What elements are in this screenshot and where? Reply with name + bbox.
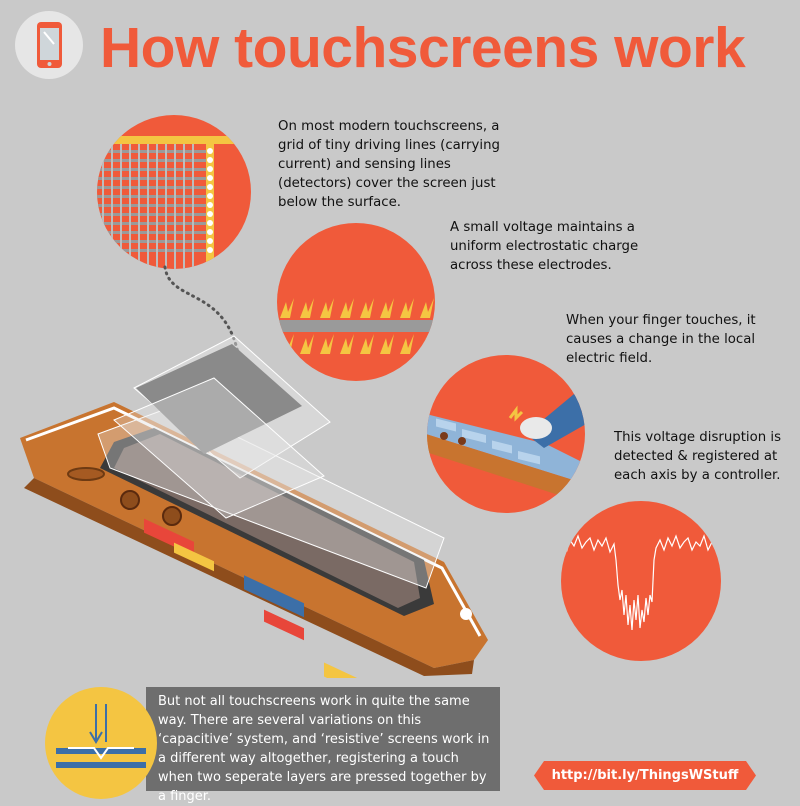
footer-note-panel	[146, 687, 500, 791]
signal-waveform-illustration	[560, 500, 722, 662]
connector-dots	[163, 265, 242, 367]
step-3-text: When your finger touches, it causes a ch…	[566, 313, 756, 366]
source-link[interactable]: http://bit.ly/ThingsWStuff	[551, 768, 739, 783]
page-title: How touchscreens work	[100, 16, 746, 80]
step-2-text: A small voltage maintains a uniform elec…	[450, 220, 639, 273]
charge-sparks-illustration	[276, 222, 436, 382]
phone-layers-illustration	[14, 318, 490, 696]
step-4-text: This voltage disruption is detected & re…	[614, 430, 782, 483]
step-1-text: On most modern touchscreens, a grid of t…	[278, 119, 500, 210]
resistive-layers-icon	[44, 686, 158, 800]
phone-icon	[14, 10, 84, 80]
url-banner	[534, 761, 756, 790]
footer-note-text: But not all touchscreens work in quite t…	[158, 694, 490, 804]
electrode-grid-illustration	[96, 114, 252, 270]
finger-touch-illustration	[426, 354, 586, 514]
